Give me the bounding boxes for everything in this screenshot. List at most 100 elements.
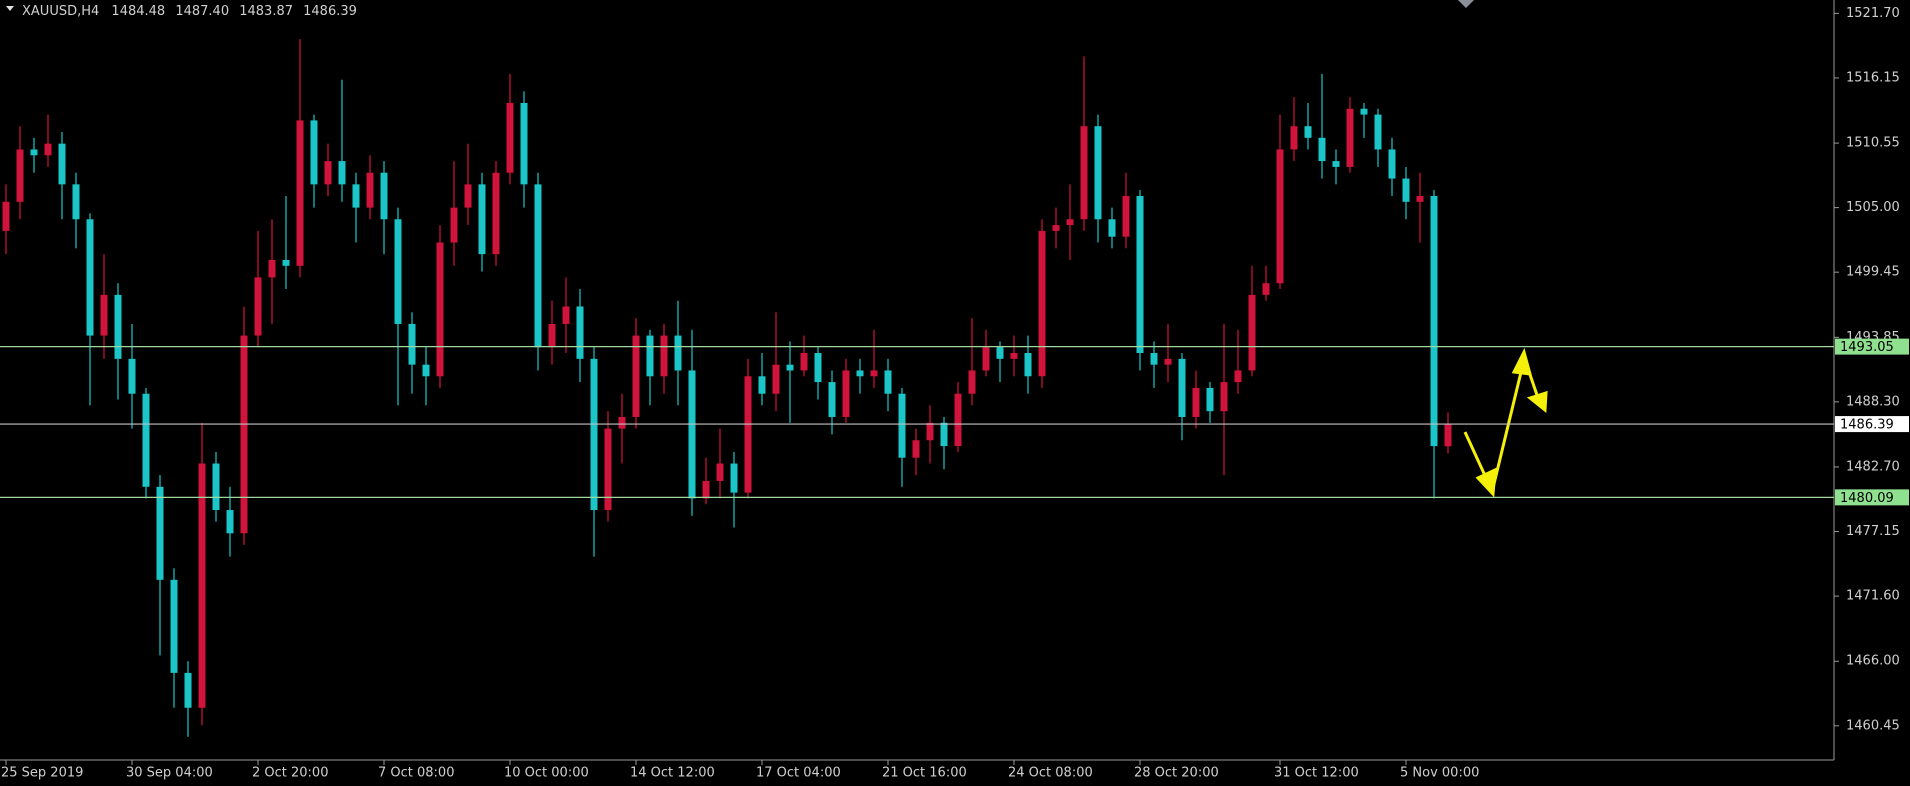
- x-tick-label: 28 Oct 20:00: [1134, 766, 1219, 781]
- candle-body: [268, 259, 276, 278]
- candle-body: [996, 347, 1004, 359]
- x-tick-label: 10 Oct 00:00: [504, 766, 589, 781]
- candle-body: [1178, 358, 1186, 417]
- candle-body: [1024, 353, 1032, 377]
- candle-body: [1444, 424, 1452, 447]
- candle-body: [436, 242, 444, 377]
- candle-body: [1066, 219, 1074, 226]
- y-tick-label: 1516.15: [1846, 70, 1900, 85]
- open: 1484.48: [111, 4, 165, 19]
- y-tick-label: 1505.00: [1846, 200, 1900, 215]
- x-tick-label: 30 Sep 04:00: [126, 766, 213, 781]
- price-label-box: [1835, 489, 1909, 506]
- candle-body: [870, 370, 878, 377]
- candle-body: [2, 201, 10, 231]
- x-tick-label: 25 Sep 2019: [1, 766, 83, 781]
- candle-body: [1430, 195, 1438, 447]
- candle-body: [1080, 126, 1088, 220]
- candle-body: [1332, 161, 1340, 167]
- candle-body: [1304, 126, 1312, 138]
- price-label: 1480.09: [1840, 491, 1894, 506]
- candle-body: [338, 161, 346, 185]
- candle-body: [366, 172, 374, 208]
- candle-body: [884, 370, 892, 394]
- candle-body: [618, 416, 626, 429]
- candle-body: [1262, 283, 1270, 295]
- candle-body: [380, 172, 388, 220]
- candle-body: [1248, 294, 1256, 371]
- candle-body: [786, 364, 794, 371]
- candle-body: [646, 335, 654, 377]
- candle-body: [198, 463, 206, 708]
- shift-marker[interactable]: [1458, 0, 1474, 8]
- candle-body: [156, 486, 164, 580]
- candle-body: [310, 120, 318, 185]
- x-tick-label: 5 Nov 00:00: [1400, 766, 1479, 781]
- candle-body: [856, 370, 864, 377]
- candle-body: [184, 672, 192, 708]
- y-tick-label: 1471.60: [1846, 589, 1900, 604]
- candle-body: [590, 358, 598, 511]
- candle-body: [632, 335, 640, 417]
- x-tick-label: 2 Oct 20:00: [252, 766, 328, 781]
- candle-body: [1234, 370, 1242, 383]
- candle-body: [940, 422, 948, 447]
- candle-body: [576, 306, 584, 359]
- candle-body: [1052, 225, 1060, 231]
- arrow-segment: [1491, 367, 1524, 489]
- candle-body: [1164, 358, 1172, 365]
- x-tick-label: 14 Oct 12:00: [630, 766, 715, 781]
- candle-body: [1206, 387, 1214, 412]
- arrow-head: [1526, 390, 1548, 413]
- candle-body: [254, 277, 262, 336]
- candle-body: [716, 463, 724, 481]
- candle-body: [562, 306, 570, 324]
- price-label: 1486.39: [1840, 418, 1894, 433]
- candle-body: [450, 207, 458, 243]
- candle-body: [1220, 382, 1228, 412]
- candle-body: [72, 184, 80, 220]
- candle-body: [324, 161, 332, 185]
- header: XAUUSD,H4 1484.48 1487.40 1483.87 1486.3…: [22, 4, 357, 19]
- y-tick-label: 1510.55: [1846, 136, 1900, 151]
- candle-body: [478, 184, 486, 255]
- candle-body: [1276, 149, 1284, 284]
- price-label: 1493.05: [1840, 340, 1894, 355]
- y-tick-label: 1521.70: [1846, 6, 1900, 21]
- candle-body: [954, 393, 962, 447]
- candle-body: [422, 364, 430, 377]
- candle-body: [30, 149, 38, 156]
- candle-body: [170, 579, 178, 673]
- x-tick-label: 31 Oct 12:00: [1274, 766, 1359, 781]
- candle-body: [1402, 178, 1410, 202]
- arrow-segment: [1463, 431, 1489, 481]
- candle-body: [1360, 108, 1368, 115]
- y-tick-label: 1488.30: [1846, 394, 1900, 409]
- y-tick-label: 1499.45: [1846, 265, 1900, 280]
- candle-body: [44, 143, 52, 156]
- menu-triangle[interactable]: [6, 6, 14, 11]
- arrow-segment: [1523, 359, 1540, 399]
- candle-body: [492, 172, 500, 255]
- candle-body: [394, 219, 402, 324]
- candle-body: [926, 422, 934, 441]
- x-tick-label: 7 Oct 08:00: [378, 766, 454, 781]
- candle-body: [1346, 108, 1354, 167]
- candle-body: [800, 353, 808, 371]
- x-tick-label: 17 Oct 04:00: [756, 766, 841, 781]
- price-label-box: [1835, 338, 1909, 355]
- candle-body: [1038, 230, 1046, 377]
- candle-body: [730, 463, 738, 493]
- candle-body: [1192, 387, 1200, 417]
- candle-body: [240, 335, 248, 534]
- candle-body: [1136, 195, 1144, 354]
- candle-body: [1416, 195, 1424, 202]
- candle-body: [1318, 137, 1326, 162]
- candle-body: [912, 440, 920, 458]
- price-label-box: [1835, 416, 1909, 433]
- symbol: XAUUSD,H4: [22, 4, 99, 19]
- y-tick-label: 1466.00: [1846, 654, 1900, 669]
- candle-body: [604, 428, 612, 511]
- candle-body: [1094, 126, 1102, 220]
